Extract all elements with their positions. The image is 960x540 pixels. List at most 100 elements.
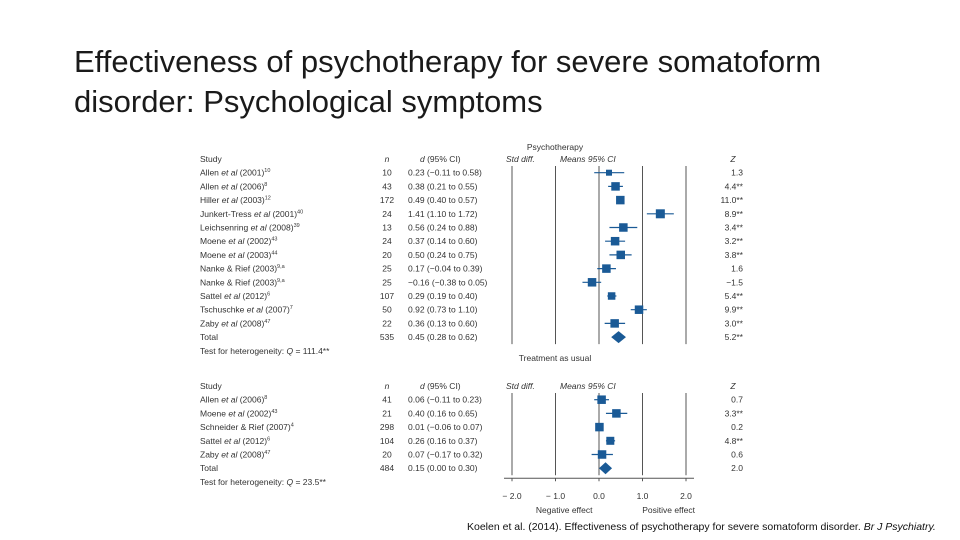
total-effect-ci: 0.45 (0.28 to 0.62) [408, 332, 478, 342]
study-label-etal: et al [247, 305, 265, 315]
study-label-etal: et al [224, 291, 242, 301]
study-effect-ci: 0.26 (0.16 to 0.37) [408, 436, 478, 446]
study-label-author: Moene [200, 250, 228, 260]
study-effect-ci: 0.92 (0.73 to 1.10) [408, 305, 478, 315]
study-label-year: (2012) [243, 291, 268, 301]
study-z: 3.4** [725, 223, 744, 233]
study-n: 22 [382, 318, 392, 328]
study-label-author: Moene [200, 236, 228, 246]
study-n: 20 [382, 450, 392, 460]
study-label-author: Allen [200, 181, 221, 191]
study-point [612, 409, 621, 418]
study-point [606, 436, 615, 445]
study-effect-ci: 0.50 (0.24 to 0.75) [408, 250, 478, 260]
header-d-symbol: d [420, 381, 425, 391]
study-label-ref: 9,a [277, 264, 286, 270]
x-axis-negative-label: Negative effect [536, 505, 593, 515]
study-label-ref: 43 [271, 237, 277, 243]
study-label-author: Junkert-Tress [200, 209, 254, 219]
x-axis-tick-label: − 1.0 [546, 491, 565, 501]
study-label-year: (2006) [240, 395, 265, 405]
x-axis-tick-label: − 2.0 [502, 491, 521, 501]
study-label-etal: et al [221, 318, 239, 328]
study-label-author: Sattel [200, 436, 224, 446]
heterogeneity-label-part-1: Q [286, 477, 293, 487]
study-label-etal: et al [228, 250, 246, 260]
heterogeneity-label: Test for heterogeneity: Q = 111.4** [200, 346, 330, 356]
study-label-etal: et al [222, 195, 240, 205]
study-point [611, 182, 620, 191]
study-label-year: (2002) [247, 408, 272, 418]
study-label-year: (2006) [240, 181, 265, 191]
total-z: 5.2** [725, 332, 744, 342]
study-z: −1.5 [726, 277, 743, 287]
heterogeneity-label-part-2: = 23.5** [293, 477, 327, 487]
x-axis-positive-label: Positive effect [642, 505, 695, 515]
study-label-author: Allen [200, 168, 221, 178]
study-label: Allen et al (2001)10 [200, 168, 270, 178]
study-z: 5.4** [725, 291, 744, 301]
heterogeneity-label: Test for heterogeneity: Q = 23.5** [200, 477, 327, 487]
x-axis-tick-label: 2.0 [680, 491, 692, 501]
study-n: 104 [380, 436, 394, 446]
study-label-etal: et al [228, 408, 246, 418]
heterogeneity-label-part-1: Q [286, 346, 293, 356]
study-label-ref: 7 [290, 305, 293, 311]
study-label-ref: 8 [264, 182, 267, 188]
study-label: Moene et al (2002)43 [200, 236, 278, 246]
study-label-author: Zaby [200, 450, 221, 460]
study-label-ref: 4 [291, 423, 294, 429]
heterogeneity-label-part-2: = 111.4** [293, 346, 330, 356]
study-effect-ci: 0.56 (0.24 to 0.88) [408, 223, 478, 233]
study-z: 1.6 [731, 264, 743, 274]
study-label-author: Nanke & Rief [200, 277, 252, 287]
group-title: Psychotherapy [527, 142, 584, 152]
study-label-ref: 39 [294, 223, 300, 229]
citation: Koelen et al. (2014). Effectiveness of p… [467, 521, 936, 533]
study-label-ref: 47 [264, 450, 270, 456]
group-title: Treatment as usual [519, 353, 592, 363]
study-label-etal: et al [224, 436, 242, 446]
study-label-etal: et al [221, 450, 239, 460]
study-label: Allen et al (2006)8 [200, 181, 267, 191]
study-label: Sattel et al (2012)6 [200, 291, 270, 301]
study-label-ref: 6 [267, 292, 270, 298]
study-z: 3.2** [725, 236, 744, 246]
study-point [607, 292, 616, 300]
header-z: Z [729, 154, 736, 164]
study-label-year: (2001) [272, 209, 297, 219]
study-effect-ci: 1.41 (1.10 to 1.72) [408, 209, 478, 219]
study-effect-ci: 0.07 (−0.17 to 0.32) [408, 450, 483, 460]
study-effect-ci: 0.38 (0.21 to 0.55) [408, 181, 478, 191]
study-effect-ci: 0.01 (−0.06 to 0.07) [408, 422, 483, 432]
header-d: d (95% CI) [420, 154, 461, 164]
study-n: 172 [380, 195, 394, 205]
study-n: 24 [382, 236, 392, 246]
study-effect-ci: 0.40 (0.16 to 0.65) [408, 408, 478, 418]
header-d: d (95% CI) [420, 381, 461, 391]
study-label-ref: 8 [264, 395, 267, 401]
study-n: 43 [382, 181, 392, 191]
study-label-ref: 43 [271, 409, 277, 415]
study-label-year: (2003) [240, 195, 265, 205]
study-n: 107 [380, 291, 394, 301]
heterogeneity-label-part-0: Test for heterogeneity: [200, 346, 286, 356]
study-label-ref: 44 [271, 250, 277, 256]
study-label: Zaby et al (2008)47 [200, 450, 270, 460]
study-point [595, 422, 604, 432]
study-point [587, 278, 597, 287]
total-effect-ci: 0.15 (0.00 to 0.30) [408, 463, 478, 473]
study-effect-ci: 0.23 (−0.11 to 0.58) [408, 168, 482, 178]
study-label: Hiller et al (2003)12 [200, 195, 271, 205]
study-n: 20 [382, 250, 392, 260]
study-z: 3.8** [725, 250, 744, 260]
study-z: 0.2 [731, 422, 743, 432]
study-label-ref: 40 [297, 209, 303, 215]
study-z: 4.4** [725, 181, 744, 191]
study-label-author: Schneider & Rief [200, 422, 266, 432]
total-label: Total [200, 463, 218, 473]
study-label-year: (2003) [247, 250, 272, 260]
study-z: 9.9** [725, 305, 744, 315]
study-point [634, 305, 644, 314]
study-point [597, 395, 606, 404]
